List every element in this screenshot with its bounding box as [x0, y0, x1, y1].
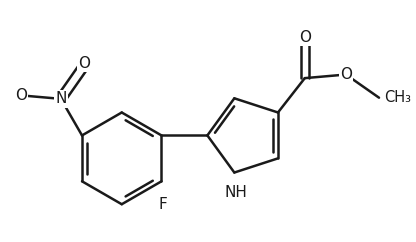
- Text: O: O: [340, 67, 352, 82]
- Text: CH₃: CH₃: [384, 90, 411, 105]
- Text: NH: NH: [224, 185, 247, 200]
- Text: F: F: [158, 197, 167, 212]
- Text: O: O: [299, 30, 311, 45]
- Text: O: O: [78, 56, 90, 71]
- Text: O: O: [15, 88, 27, 103]
- Text: N: N: [55, 91, 67, 106]
